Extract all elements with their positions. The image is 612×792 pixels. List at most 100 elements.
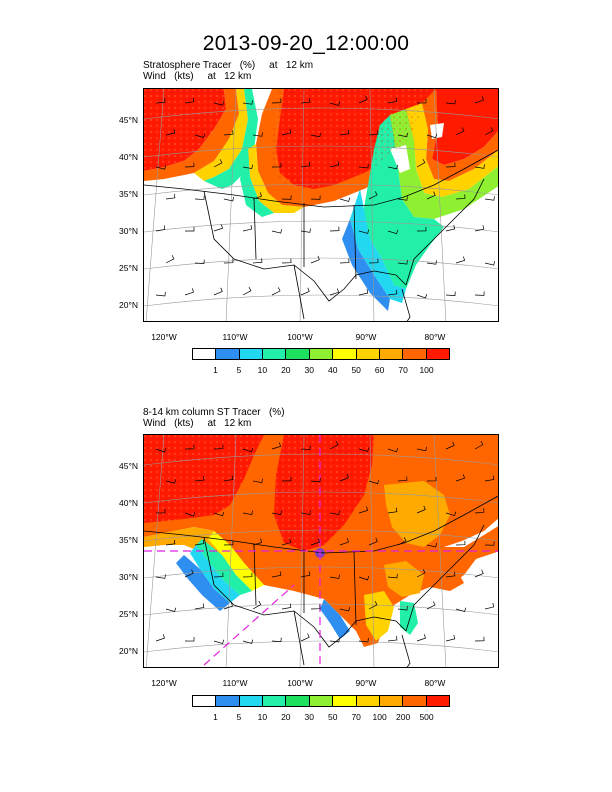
wind-barb	[397, 132, 408, 138]
wind-barb	[455, 607, 467, 612]
colorbar-label: 50	[351, 365, 361, 375]
wind-barb	[358, 506, 369, 514]
wind-barb	[300, 510, 311, 515]
panel1-lon-90: 90°W	[355, 332, 377, 342]
wind-barb	[252, 478, 263, 484]
panel1-lon-120: 120°W	[151, 332, 177, 342]
panel1-colorbar	[192, 348, 450, 360]
wind-barb	[358, 289, 369, 296]
colorbar-label: 10	[257, 365, 268, 375]
wind-barb	[184, 569, 194, 578]
wind-barb	[242, 287, 252, 296]
wind-barb	[213, 287, 223, 296]
wind-barb	[358, 95, 368, 104]
wind-barb	[242, 164, 253, 170]
wind-barb	[368, 258, 379, 264]
wind-barb	[426, 476, 437, 482]
wind-barb	[300, 633, 310, 642]
wind-barb	[271, 510, 282, 516]
wind-barb	[339, 606, 350, 612]
wind-barb	[223, 196, 234, 202]
wind-barb	[397, 606, 408, 611]
tracer-region-east	[432, 89, 498, 165]
colorbar-box	[403, 349, 427, 359]
wind-barb	[155, 574, 166, 579]
colorbar-label: 5	[236, 712, 242, 722]
wind-barb	[184, 444, 195, 450]
wind-barb	[329, 101, 341, 106]
panel1-lon-80: 80°W	[424, 332, 446, 342]
panel2-lon-100: 100°W	[287, 678, 313, 688]
wind-barb	[484, 127, 494, 136]
wind-barb	[223, 130, 234, 136]
wind-barb	[426, 133, 438, 139]
panel1-lat-30: 30°N	[119, 226, 138, 236]
panel1-subtitle-wind: Wind (kts) at 12 km	[143, 71, 252, 82]
wind-barb	[445, 224, 456, 232]
colorbar-label: 100	[372, 712, 387, 722]
wind-barb	[387, 164, 398, 170]
wind-barb	[252, 600, 262, 610]
wind-barb	[339, 473, 349, 482]
colorbar-label: 1	[213, 365, 218, 375]
wind-barb	[184, 162, 195, 168]
wind-barb	[455, 256, 466, 264]
wind-barb	[242, 447, 254, 453]
wind-barb	[281, 195, 292, 200]
wind-barb	[213, 224, 224, 232]
panel1-graticule	[144, 89, 498, 321]
colorbar-label: 70	[351, 712, 361, 722]
wind-barb	[474, 508, 485, 514]
wind-barb	[397, 260, 408, 265]
colorbar-label: 50	[327, 712, 338, 722]
wind-barb	[329, 637, 340, 643]
colorbar-box	[263, 696, 287, 706]
wind-barb	[474, 636, 485, 642]
wind-barb	[213, 159, 223, 168]
cross-section-lines	[144, 435, 498, 667]
colorbar-box	[193, 349, 217, 359]
colorbar-box	[286, 349, 310, 359]
wind-barb	[416, 505, 426, 514]
wind-barb	[223, 475, 234, 482]
wind-barb	[387, 507, 398, 514]
wind-barb	[445, 291, 456, 296]
wind-barb	[358, 575, 370, 581]
wind-barb	[155, 448, 167, 453]
wind-barb	[484, 602, 495, 610]
wind-barb	[368, 601, 378, 610]
panel1-lon-100: 100°W	[287, 332, 313, 342]
colorbar-box	[216, 696, 240, 706]
colorbar-label: 10	[257, 712, 268, 722]
colorbar-label: 30	[304, 712, 314, 722]
panel2-subtitle-tracer: 8-14 km column ST Tracer (%)	[143, 407, 285, 418]
wind-barb	[387, 97, 398, 104]
colorbar-box	[263, 349, 287, 359]
wind-barb	[416, 158, 426, 168]
colorbar-label: 20	[281, 712, 291, 722]
wind-barb	[155, 292, 166, 297]
wind-barb	[155, 634, 165, 642]
wind-barb	[310, 477, 321, 483]
wind-barb	[155, 508, 166, 514]
wind-barb	[271, 229, 283, 234]
wind-barb	[300, 98, 311, 104]
panel1-lon-110: 110°W	[222, 332, 248, 342]
wind-barb	[165, 255, 175, 264]
wind-barb	[281, 538, 292, 546]
panel2-lat-30: 30°N	[119, 572, 138, 582]
colorbar-box	[309, 696, 334, 706]
wind-barb	[484, 475, 495, 482]
colorbar-label: 40	[327, 365, 338, 375]
colorbar-box	[309, 349, 334, 359]
wind-barb	[358, 447, 370, 452]
panel2-lon-120: 120°W	[151, 678, 177, 688]
wind-barb	[242, 639, 254, 644]
wind-barb	[416, 446, 427, 452]
panel1-lat-35: 35°N	[119, 189, 138, 199]
wind-barb	[271, 287, 281, 296]
wind-barb	[484, 261, 496, 266]
wind-barb	[329, 288, 340, 296]
wind-barb	[300, 161, 311, 168]
wind-barb	[194, 539, 205, 546]
